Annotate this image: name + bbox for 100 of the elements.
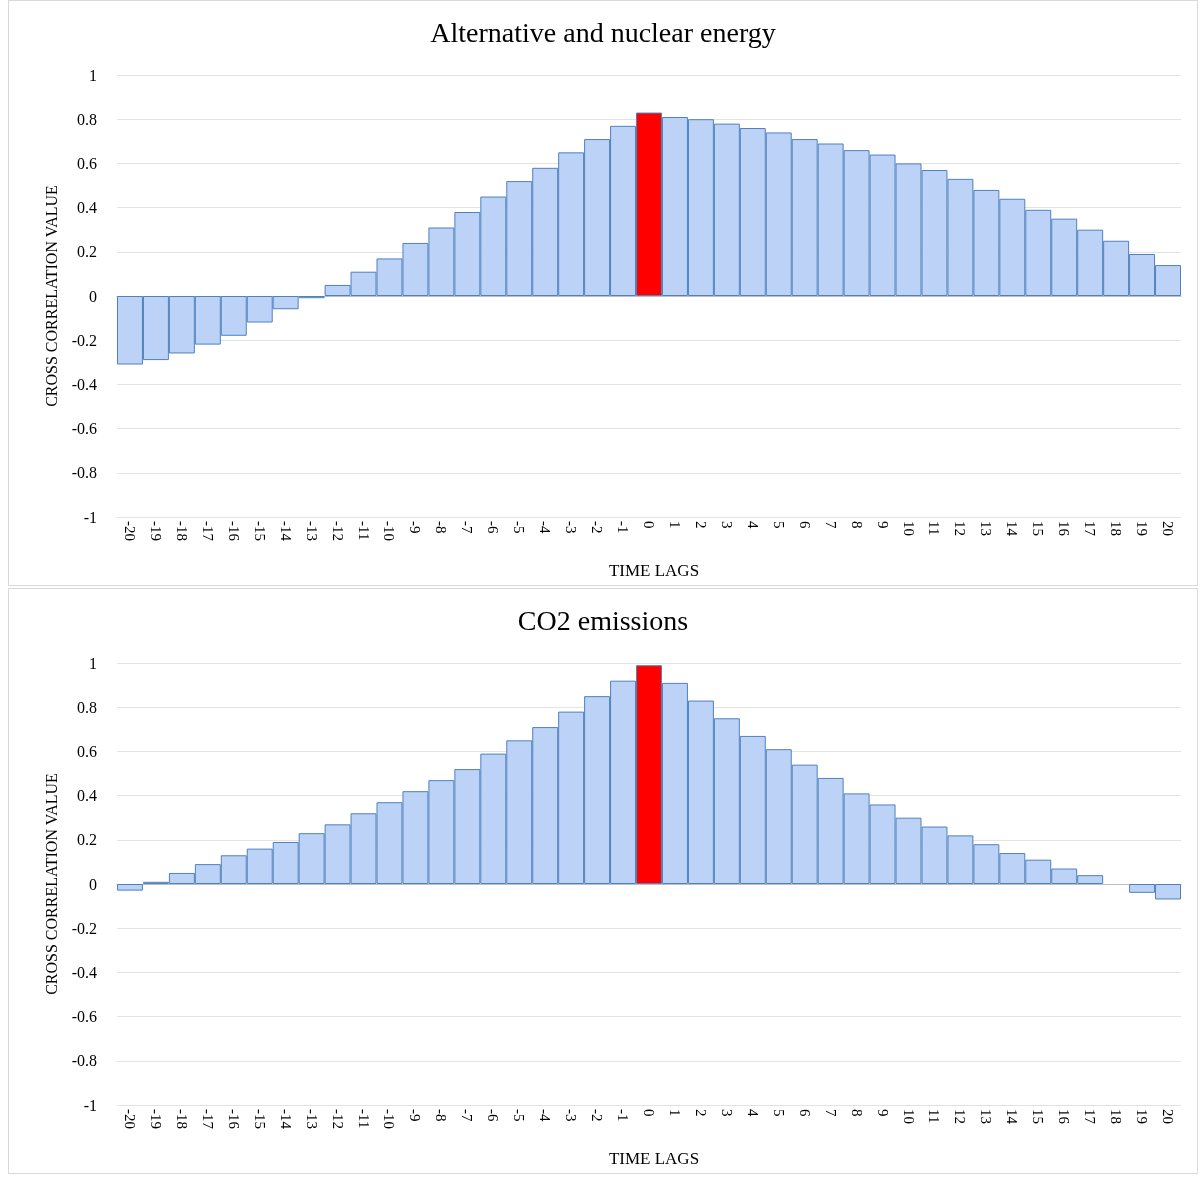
x-axis-title: TIME LAGS xyxy=(608,561,700,580)
x-tick-label: -6 xyxy=(485,1109,502,1122)
x-tick-label: -9 xyxy=(407,1109,424,1122)
x-tick-label: 5 xyxy=(770,1109,787,1117)
x-tick-label: -3 xyxy=(563,1109,580,1122)
x-tick-label: 8 xyxy=(848,521,865,529)
x-tick-label: -8 xyxy=(433,521,450,534)
x-tick-label: -12 xyxy=(329,521,346,541)
x-tick-label: -8 xyxy=(433,1109,450,1122)
x-tick-label: 18 xyxy=(1108,1109,1125,1124)
x-tick-label: 2 xyxy=(692,521,709,529)
y-tick-label: 0.2 xyxy=(77,831,97,849)
x-tick-label: 12 xyxy=(952,1109,969,1124)
x-tick-label: -19 xyxy=(147,1109,164,1129)
x-tick-label: -16 xyxy=(225,1109,242,1130)
x-tick-label: -13 xyxy=(303,1109,320,1129)
y-axis-title: CROSS CORRELATION VALUE xyxy=(42,185,60,407)
x-tick-label: 1 xyxy=(666,1109,683,1117)
x-tick-label: 4 xyxy=(744,1109,761,1117)
y-tick-label: 1 xyxy=(89,654,97,672)
x-tick-label: -11 xyxy=(355,521,372,541)
x-tick-label: -14 xyxy=(277,1109,294,1130)
x-tick-label: 4 xyxy=(744,521,761,529)
x-tick-label: 1 xyxy=(666,521,683,529)
x-tick-label: 2 xyxy=(692,1109,709,1117)
x-tick-label: 7 xyxy=(822,1109,839,1117)
x-tick-label: 5 xyxy=(770,521,787,529)
bar xyxy=(117,884,143,891)
y-tick-label: -0.6 xyxy=(71,1008,97,1026)
y-tick-label: 1 xyxy=(89,66,97,84)
y-tick-label: -0.4 xyxy=(71,375,97,393)
x-axis-title: TIME LAGS xyxy=(608,1149,700,1168)
x-tick-label: -18 xyxy=(173,1109,190,1129)
x-tick-label: -15 xyxy=(251,521,268,541)
x-tick-label: 0 xyxy=(641,521,657,529)
x-tick-label: -5 xyxy=(511,1109,528,1122)
x-tick-label: 15 xyxy=(1030,521,1047,536)
x-tick-label: 16 xyxy=(1056,521,1073,537)
x-tick-label: -9 xyxy=(407,521,424,534)
x-tick-label: 20 xyxy=(1160,1109,1177,1124)
x-tick-label: 14 xyxy=(1004,1109,1021,1125)
x-tick-label: 15 xyxy=(1030,1109,1047,1124)
x-tick-label: 17 xyxy=(1082,521,1099,537)
x-tick-label: 10 xyxy=(900,521,917,536)
y-tick-label: -0.4 xyxy=(71,963,97,981)
y-tick-label: 0 xyxy=(89,875,97,893)
x-tick-label: -13 xyxy=(303,521,320,541)
x-tick-label: -2 xyxy=(589,1109,606,1122)
x-tick-label: 11 xyxy=(926,1109,943,1124)
x-tick-label: -17 xyxy=(199,521,216,542)
x-tick-label: -4 xyxy=(537,1109,554,1122)
x-tick-label: 20 xyxy=(1160,521,1177,536)
x-tick-label: 9 xyxy=(874,1109,891,1117)
y-tick-label: 0.6 xyxy=(77,742,97,760)
chart-title: CO2 emissions xyxy=(517,604,689,636)
x-tick-label: 10 xyxy=(900,1109,917,1124)
x-tick-label: 0 xyxy=(641,1109,657,1117)
x-tick-label: -7 xyxy=(459,1109,476,1122)
x-tick-label: 13 xyxy=(978,521,995,536)
x-tick-label: -14 xyxy=(277,521,294,542)
y-tick-label: -0.2 xyxy=(71,919,97,937)
y-axis-title: CROSS CORRELATION VALUE xyxy=(42,773,60,995)
y-tick-label: 0.6 xyxy=(77,154,97,172)
x-tick-label: -17 xyxy=(199,1109,216,1130)
y-tick-label: -0.6 xyxy=(71,420,97,438)
x-tick-label: -1 xyxy=(615,521,632,534)
x-tick-label: -6 xyxy=(485,521,502,534)
x-tick-label: 9 xyxy=(874,521,891,529)
y-tick-label: 0.4 xyxy=(77,787,97,805)
x-tick-label: -16 xyxy=(225,521,242,542)
y-tick-label: -0.8 xyxy=(71,464,97,482)
x-tick-label: 19 xyxy=(1134,521,1151,536)
y-tick-label: 0.8 xyxy=(77,110,97,128)
y-tick-label: -0.2 xyxy=(71,331,97,349)
x-tick-label: -7 xyxy=(459,521,476,534)
x-tick-label: 17 xyxy=(1082,1109,1099,1125)
x-tick-label: 13 xyxy=(978,1109,995,1124)
x-tick-label: -18 xyxy=(173,521,190,541)
x-tick-label: -10 xyxy=(381,1109,398,1129)
y-tick-label: 0.8 xyxy=(77,698,97,716)
chart-title: Alternative and nuclear energy xyxy=(430,16,776,48)
x-tick-label: -3 xyxy=(563,521,580,534)
y-tick-label: -0.8 xyxy=(71,1052,97,1070)
x-tick-label: -20 xyxy=(121,1109,138,1129)
x-tick-label: -4 xyxy=(537,521,554,534)
x-tick-label: 7 xyxy=(822,521,839,529)
x-tick-label: -19 xyxy=(147,521,164,541)
x-tick-label: -2 xyxy=(589,521,606,534)
x-tick-label: 3 xyxy=(718,521,735,529)
x-tick-label: -1 xyxy=(615,1109,632,1122)
x-tick-label: 8 xyxy=(848,1109,865,1117)
x-tick-label: 14 xyxy=(1004,521,1021,537)
x-tick-label: 12 xyxy=(952,521,969,536)
x-tick-label: 19 xyxy=(1134,1109,1151,1124)
x-tick-label: 18 xyxy=(1108,521,1125,536)
y-tick-label: 0.2 xyxy=(77,243,97,261)
x-tick-label: -10 xyxy=(381,521,398,541)
x-tick-label: -11 xyxy=(355,1109,372,1129)
x-tick-label: -20 xyxy=(121,521,138,541)
x-tick-label: -12 xyxy=(329,1109,346,1129)
